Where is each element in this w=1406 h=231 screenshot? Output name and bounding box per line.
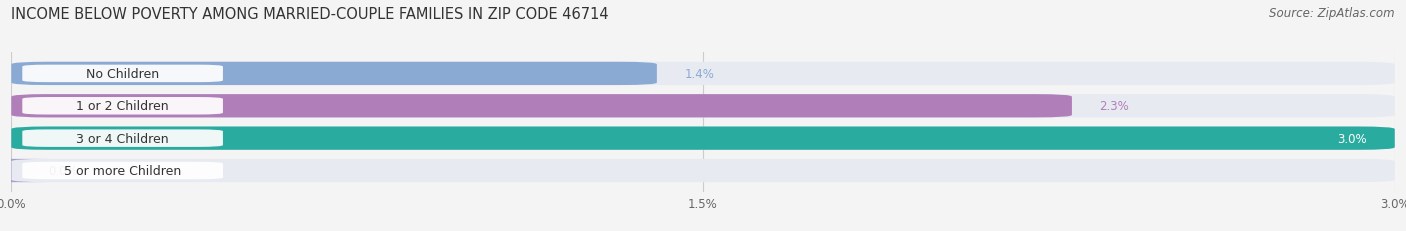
FancyBboxPatch shape (22, 98, 224, 115)
FancyBboxPatch shape (22, 65, 224, 83)
FancyBboxPatch shape (22, 162, 224, 179)
Text: 2.3%: 2.3% (1099, 100, 1129, 113)
Text: 1 or 2 Children: 1 or 2 Children (76, 100, 169, 113)
Text: 5 or more Children: 5 or more Children (65, 164, 181, 177)
FancyBboxPatch shape (11, 95, 1071, 118)
FancyBboxPatch shape (11, 127, 1395, 150)
Text: 0.0%: 0.0% (48, 164, 77, 177)
FancyBboxPatch shape (11, 62, 657, 86)
Text: 1.4%: 1.4% (685, 68, 714, 81)
Text: No Children: No Children (86, 68, 159, 81)
FancyBboxPatch shape (11, 127, 1395, 150)
FancyBboxPatch shape (11, 62, 1395, 86)
Text: 3.0%: 3.0% (1337, 132, 1367, 145)
FancyBboxPatch shape (11, 159, 1395, 182)
Text: 3 or 4 Children: 3 or 4 Children (76, 132, 169, 145)
FancyBboxPatch shape (0, 159, 48, 182)
Text: Source: ZipAtlas.com: Source: ZipAtlas.com (1270, 7, 1395, 20)
FancyBboxPatch shape (11, 95, 1395, 118)
Text: INCOME BELOW POVERTY AMONG MARRIED-COUPLE FAMILIES IN ZIP CODE 46714: INCOME BELOW POVERTY AMONG MARRIED-COUPL… (11, 7, 609, 22)
FancyBboxPatch shape (22, 130, 224, 147)
